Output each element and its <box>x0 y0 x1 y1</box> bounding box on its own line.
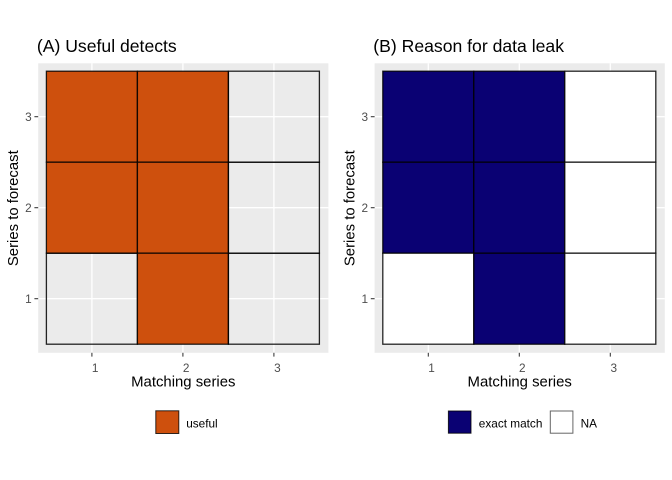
svg-text:3: 3 <box>274 361 281 375</box>
svg-text:3: 3 <box>362 110 369 124</box>
svg-text:2: 2 <box>519 361 526 375</box>
svg-text:1: 1 <box>362 292 369 306</box>
svg-text:NA: NA <box>581 417 598 431</box>
svg-text:3: 3 <box>611 361 618 375</box>
svg-text:3: 3 <box>25 110 32 124</box>
svg-text:1: 1 <box>92 361 99 375</box>
svg-text:1: 1 <box>25 292 32 306</box>
svg-text:(A) Useful detects: (A) Useful detects <box>37 36 177 56</box>
svg-text:useful: useful <box>186 417 217 431</box>
svg-text:exact match: exact match <box>479 417 543 431</box>
svg-text:2: 2 <box>25 201 32 215</box>
svg-text:(B) Reason for data leak: (B) Reason for data leak <box>373 36 564 56</box>
svg-text:2: 2 <box>362 201 369 215</box>
svg-text:2: 2 <box>183 361 190 375</box>
svg-text:Series to forecast: Series to forecast <box>6 149 22 266</box>
svg-text:Matching series: Matching series <box>131 374 235 390</box>
svg-text:1: 1 <box>428 361 435 375</box>
svg-text:Matching series: Matching series <box>468 374 572 390</box>
svg-text:Series to forecast: Series to forecast <box>342 149 358 266</box>
